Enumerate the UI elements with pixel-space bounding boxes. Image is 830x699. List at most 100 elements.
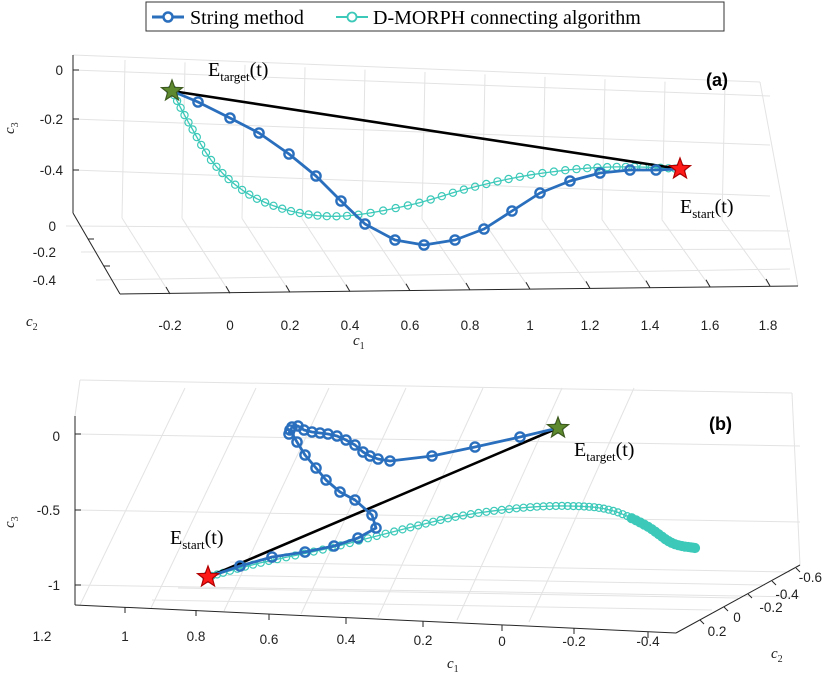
- panel-b-c2-tickmark: [747, 593, 753, 599]
- panel-b-label: (b): [709, 414, 732, 434]
- panel-b-string-marker: [286, 421, 298, 433]
- panel-a-c2-axis: [72, 212, 121, 295]
- panel-a-string-marker: [534, 187, 546, 199]
- panel-a-gridline: [721, 83, 726, 221]
- panel-b-dmorph-marker: [363, 534, 372, 543]
- panel-b-dmorph-marker: [539, 502, 548, 511]
- panel-a-dmorph-marker: [470, 182, 480, 191]
- panel-b-c1-tick: -0.4: [636, 634, 660, 649]
- panel-b-string-marker: [426, 450, 438, 462]
- panel-a-string-line: [171, 89, 681, 247]
- panel-b-string-marker: [299, 449, 311, 461]
- panel-a-string-marker: [310, 170, 322, 182]
- panel-a-dmorph-marker: [206, 155, 216, 165]
- panel-a-dmorph-marker: [313, 211, 322, 220]
- panel-b-dmorph-marker: [585, 502, 594, 511]
- panel-a-dmorph-marker: [332, 212, 341, 221]
- legend: String method D-MORPH connecting algorit…: [145, 1, 725, 32]
- panel-a-string-marker: [594, 167, 606, 179]
- panel-a-gridline: [301, 218, 351, 292]
- panel-b-string-marker: [352, 532, 364, 544]
- panel-a-string-marker: [449, 234, 461, 246]
- panel-a-dmorph-marker: [415, 198, 424, 207]
- panel-b-c2-tick: -0.2: [759, 600, 782, 615]
- panel-a-dmorph-marker: [269, 201, 278, 210]
- panel-b-dmorph-marker: [398, 525, 407, 534]
- legend-string-marker: [162, 11, 174, 23]
- panel-b-c2-tick: 0.2: [708, 624, 727, 639]
- panel-b-c3-label: c3: [2, 516, 21, 528]
- panel-b-gridline: [377, 387, 484, 618]
- panel-b-gridline: [177, 587, 739, 599]
- panel-a-string-marker: [359, 218, 371, 230]
- panel-b-c1-tick: -0.2: [562, 634, 585, 649]
- panel-a-gridline: [421, 218, 471, 291]
- panel-a-dmorph-marker: [493, 177, 502, 186]
- panel-a-dmorph-marker: [184, 118, 193, 127]
- panel-b-c1-tick: 1: [121, 629, 129, 644]
- panel-b-dmorph-marker: [490, 506, 499, 515]
- panel-a-string-marker: [335, 195, 347, 207]
- panel-b-string-marker: [349, 494, 361, 506]
- panel-b-dmorph-marker: [482, 507, 491, 516]
- panel-a-dmorph-marker: [366, 208, 375, 218]
- panel-b-start-star: [195, 564, 221, 588]
- panel-b-c1-tick: 0.4: [337, 632, 356, 647]
- panel-a-c1-tickmark: [765, 278, 771, 287]
- panel-b-string-marker: [384, 455, 396, 467]
- panel-a-gridline: [72, 54, 761, 83]
- panel-b-dmorph-marker: [557, 501, 567, 510]
- panel-a-dmorph-marker: [304, 210, 313, 219]
- panel-b-dmorph-marker: [574, 502, 583, 511]
- panel-b-dmorph-marker: [451, 512, 460, 522]
- panel-b-c1-tick: 0.6: [260, 632, 279, 647]
- panel-b-dmorph-marker: [421, 519, 430, 528]
- panel-b-c2-axis: [675, 564, 801, 634]
- panel-b-c2-tick: -0.4: [775, 587, 799, 602]
- panel-a-gridline: [601, 219, 651, 288]
- panel-b-gridline: [456, 387, 563, 621]
- panel-a-string-marker: [418, 239, 430, 251]
- panel-b-string-marker: [310, 462, 322, 474]
- panel-a-dmorph-marker: [180, 110, 189, 120]
- panel-b-c1-tick: 0.8: [187, 629, 206, 644]
- panel-b-target-label: Etarget(t): [574, 439, 634, 464]
- panel-a-gridline: [72, 169, 771, 197]
- panel-b-string-marker: [349, 439, 361, 451]
- panel-a-c1-tickmark: [225, 285, 231, 294]
- panel-a-dmorph-marker: [322, 211, 331, 221]
- panel-a-dmorph-marker: [201, 148, 211, 157]
- panel-a-string-marker: [478, 223, 490, 235]
- panel-a-gridline: [361, 69, 366, 219]
- panel-a-dmorph-marker: [252, 194, 262, 203]
- panel-a-gridline: [721, 219, 771, 287]
- panel-a-c1-tick: 1: [526, 318, 534, 333]
- panel-a-dmorph-marker: [448, 188, 458, 197]
- panel-a-target-star: [159, 78, 185, 102]
- panel-a-gridline: [72, 69, 771, 97]
- panel-a-dmorph-marker: [286, 206, 296, 216]
- panel-b-grid: [74, 379, 801, 623]
- panel-a-c1-tickmark: [705, 279, 711, 288]
- panel-b-dmorph-marker: [563, 501, 572, 511]
- panel-b-c2-tickmark: [795, 567, 801, 573]
- panel-a-linear-line: [171, 89, 681, 171]
- panel-b-dmorph-marker: [551, 501, 561, 511]
- panel-b-c1-label: c1: [447, 656, 459, 675]
- panel-a-c2-tick: -0.4: [33, 273, 57, 288]
- legend-dmorph-label: D-MORPH connecting algorithm: [373, 7, 641, 29]
- panel-a-dmorph-marker: [224, 174, 233, 184]
- panel-b-dmorph-marker: [613, 508, 623, 517]
- panel-a-dmorph-marker: [515, 172, 525, 181]
- panel-a-dmorph-marker: [572, 164, 581, 174]
- panel-a-c3-tick: 0: [55, 63, 63, 78]
- panel-a-c1-tickmark: [405, 283, 411, 292]
- panel-a-string-marker: [253, 127, 265, 139]
- panel-b-dmorph-marker: [545, 502, 554, 511]
- panel-b-string-marker: [334, 486, 346, 498]
- panel-a-label: (a): [706, 70, 728, 90]
- panel-a-dmorph-marker: [391, 203, 400, 213]
- panel-a-c2-tick: 0: [48, 219, 56, 234]
- panel-a-data: [159, 78, 693, 251]
- panel-b-string-marker: [370, 522, 382, 534]
